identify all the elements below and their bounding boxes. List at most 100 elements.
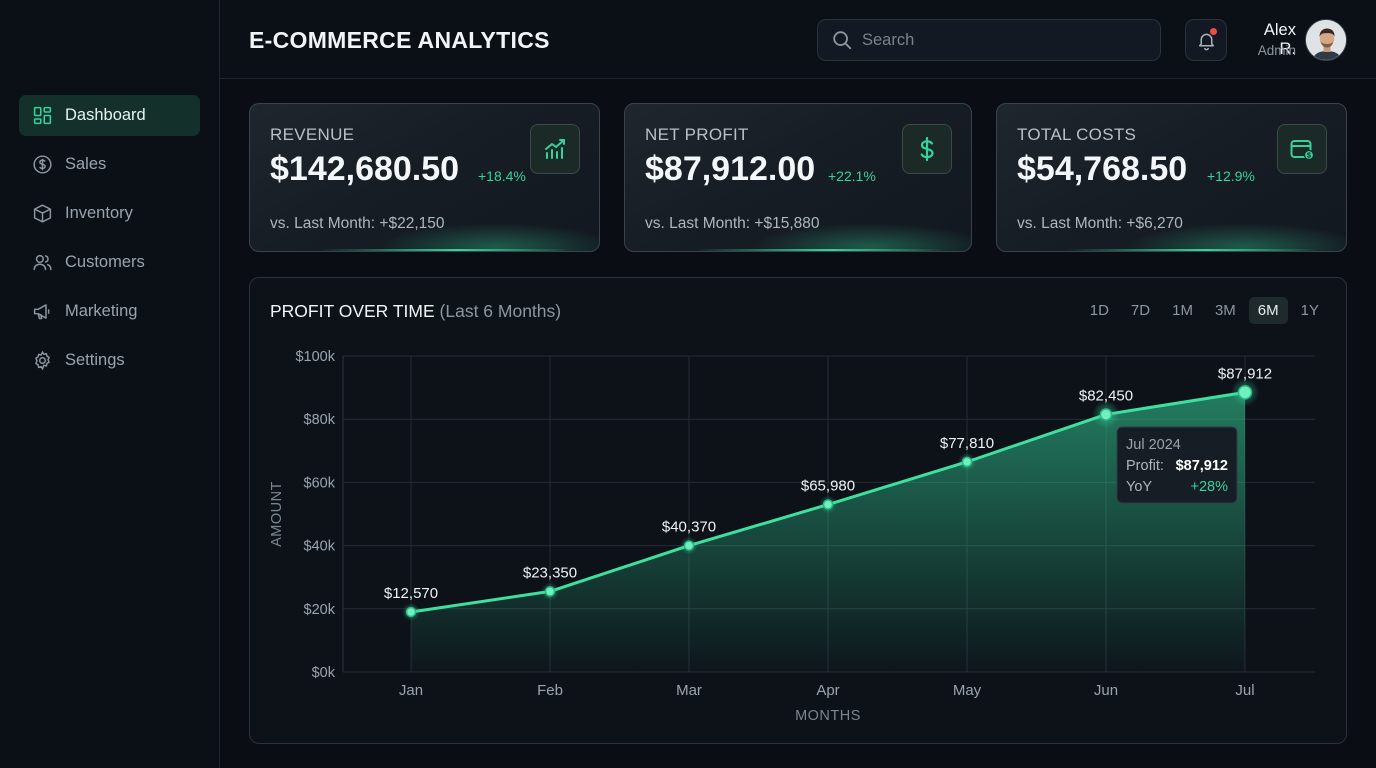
sidebar: Dashboard Sales Inventory Customers (0, 0, 220, 768)
net-profit-card[interactable]: NET PROFIT $87,912.00 +22.1% vs. Last Mo… (624, 103, 972, 252)
card-glow (1066, 249, 1319, 251)
card-value: $142,680.50 (270, 150, 460, 188)
x-axis-title: MONTHS (795, 708, 861, 724)
x-tick-label: Jun (1094, 682, 1118, 699)
tooltip-yoy-value: +28% (1191, 479, 1229, 495)
card-comparison: vs. Last Month: +$15,880 (645, 215, 820, 232)
page-title: E-COMMERCE ANALYTICS (249, 27, 550, 53)
megaphone-icon (32, 301, 53, 322)
sidebar-item-settings[interactable]: Settings (19, 340, 200, 381)
x-tick-label: Jan (399, 682, 423, 699)
time-range-selector: 1D 7D 1M 3M 6M 1Y (1077, 297, 1328, 324)
sidebar-item-label: Inventory (65, 204, 133, 222)
range-7d[interactable]: 7D (1130, 302, 1151, 319)
y-tick-label: $100k (295, 349, 335, 365)
data-label: $87,912 (1218, 365, 1272, 382)
gear-icon (32, 350, 53, 371)
card-value: $87,912.00 (645, 150, 816, 188)
data-point (683, 540, 695, 551)
tooltip-profit-label: Profit: (1126, 458, 1164, 474)
x-tick-label: Jul (1235, 682, 1254, 699)
x-tick-label: Feb (537, 682, 563, 699)
data-point (544, 586, 556, 597)
card-change: +18.4% (478, 168, 526, 184)
sidebar-nav: Dashboard Sales Inventory Customers (19, 95, 200, 389)
sidebar-item-sales[interactable]: Sales (19, 144, 200, 185)
sidebar-item-marketing[interactable]: Marketing (19, 291, 200, 332)
profit-chart-panel: $0k $20k $40k $60k $80k $100k Jan Feb Mar Apr May J… (249, 277, 1347, 744)
card-label: REVENUE (270, 125, 355, 144)
y-tick-label: $80k (304, 412, 336, 428)
chart-title: PROFIT OVER TIME (Last 6 Months) (270, 301, 561, 322)
chart-title-text: PROFIT OVER TIME (270, 301, 435, 321)
y-tick-label: $20k (304, 602, 336, 618)
dollar-sign-icon (902, 124, 952, 174)
dollar-circle-icon (32, 154, 53, 175)
range-1y[interactable]: 1Y (1300, 302, 1319, 319)
card-change: +22.1% (828, 168, 876, 184)
data-label: $65,980 (801, 478, 855, 495)
user-name: Alex R. (1263, 21, 1296, 58)
y-axis-title: AMOUNT (269, 481, 285, 547)
card-value: $54,768.50 (1017, 150, 1188, 188)
box-icon (32, 203, 53, 224)
total-costs-card[interactable]: TOTAL COSTS $54,768.50 +12.9% vs. Last M… (996, 103, 1347, 252)
user-role: Admin (1257, 43, 1296, 58)
range-6m[interactable]: 6M (1248, 297, 1288, 324)
range-3m[interactable]: 3M (1214, 302, 1236, 319)
svg-text:$: $ (1307, 153, 1311, 160)
y-tick-label: $0k (312, 665, 336, 681)
tooltip-yoy-label: YoY (1126, 479, 1152, 495)
sidebar-item-inventory[interactable]: Inventory (19, 193, 200, 234)
card-change: +12.9% (1207, 168, 1255, 184)
card-comparison: vs. Last Month: +$22,150 (270, 215, 445, 232)
x-tick-label: Apr (816, 682, 839, 699)
sidebar-item-customers[interactable]: Customers (19, 242, 200, 283)
tooltip-profit-value: $87,912 (1176, 458, 1228, 474)
search-input[interactable] (862, 30, 1142, 50)
x-tick-label: Mar (676, 682, 702, 699)
card-label: NET PROFIT (645, 125, 749, 144)
profit-area-chart: $0k $20k $40k $60k $80k $100k Jan Feb Mar Apr May J… (269, 349, 1315, 724)
sidebar-item-label: Customers (65, 253, 145, 271)
sidebar-item-label: Marketing (65, 302, 138, 320)
data-label: $23,350 (523, 564, 577, 581)
search-icon (831, 29, 862, 51)
sidebar-item-label: Sales (65, 155, 107, 173)
card-glow (694, 249, 944, 251)
sidebar-item-dashboard[interactable]: Dashboard (19, 95, 200, 136)
notifications-button[interactable] (1185, 19, 1227, 61)
data-point (1099, 408, 1113, 421)
x-tick-label: May (953, 682, 982, 699)
revenue-card[interactable]: REVENUE $142,680.50 +18.4% vs. Last Mont… (249, 103, 600, 252)
y-tick-label: $40k (304, 539, 336, 555)
trending-chart-icon (530, 124, 580, 174)
top-header: E-COMMERCE ANALYTICS Alex R. Admin (220, 0, 1376, 79)
bell-icon (1196, 30, 1217, 51)
sidebar-item-label: Dashboard (65, 106, 146, 124)
card-comparison: vs. Last Month: +$6,270 (1017, 215, 1183, 232)
range-1d[interactable]: 1D (1089, 302, 1109, 319)
data-label: $40,370 (662, 519, 716, 536)
data-label: $77,810 (940, 435, 994, 452)
data-point (961, 456, 973, 468)
dashboard-grid-icon (32, 105, 53, 126)
y-tick-label: $60k (304, 475, 336, 491)
notification-dot (1210, 28, 1217, 35)
users-icon (32, 252, 53, 273)
card-label: TOTAL COSTS (1017, 125, 1137, 144)
data-label: $12,570 (384, 585, 438, 602)
sidebar-item-label: Settings (65, 351, 125, 369)
avatar[interactable] (1305, 19, 1347, 61)
data-label: $82,450 (1079, 387, 1133, 404)
data-point (822, 499, 834, 510)
data-point (1237, 385, 1253, 400)
search-box[interactable] (817, 19, 1161, 61)
range-1m[interactable]: 1M (1172, 302, 1193, 319)
data-point (405, 606, 417, 618)
tooltip-box (1116, 426, 1238, 504)
chart-subtitle: (Last 6 Months) (439, 301, 562, 321)
card-glow (319, 249, 572, 251)
profit-area-fill (411, 392, 1245, 672)
